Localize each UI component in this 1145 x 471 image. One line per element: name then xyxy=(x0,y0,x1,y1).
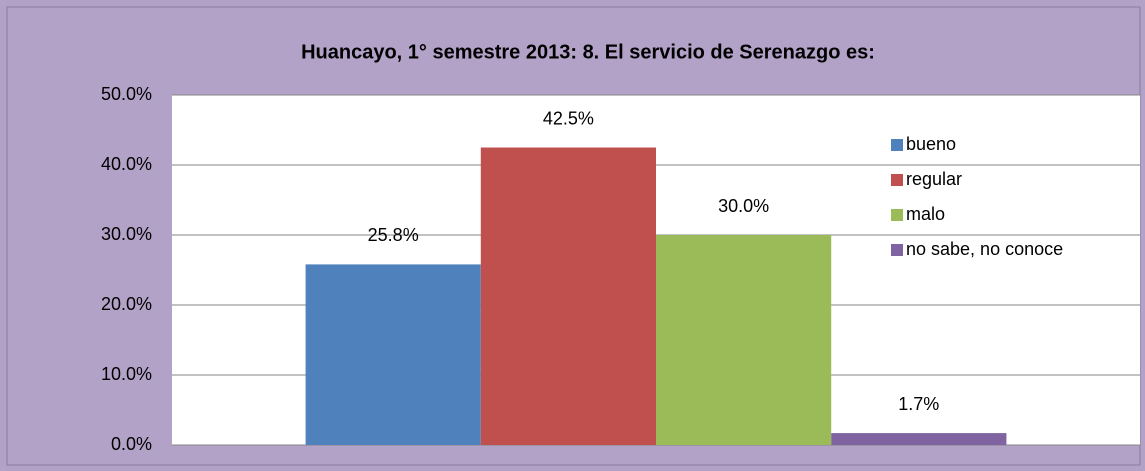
y-tick-label: 10.0% xyxy=(101,364,152,384)
legend-swatch xyxy=(891,244,903,256)
data-label: 30.0% xyxy=(718,196,769,216)
legend-swatch xyxy=(891,174,903,186)
bar xyxy=(831,433,1007,445)
legend-label: regular xyxy=(906,169,962,189)
legend-label: no sabe, no conoce xyxy=(906,239,1063,259)
y-tick-label: 50.0% xyxy=(101,84,152,104)
legend-swatch xyxy=(891,209,903,221)
bar xyxy=(480,147,656,445)
y-tick-label: 40.0% xyxy=(101,154,152,174)
bar xyxy=(305,264,481,445)
legend-label: malo xyxy=(906,204,945,224)
y-tick-label: 0.0% xyxy=(111,434,152,454)
data-label: 42.5% xyxy=(543,108,594,128)
data-label: 25.8% xyxy=(368,225,419,245)
y-tick-label: 30.0% xyxy=(101,224,152,244)
bar xyxy=(656,235,832,445)
legend-swatch xyxy=(891,139,903,151)
data-label: 1.7% xyxy=(898,394,939,414)
y-tick-label: 20.0% xyxy=(101,294,152,314)
chart-title: Huancayo, 1° semestre 2013: 8. El servic… xyxy=(301,41,875,63)
legend-label: bueno xyxy=(906,134,956,154)
